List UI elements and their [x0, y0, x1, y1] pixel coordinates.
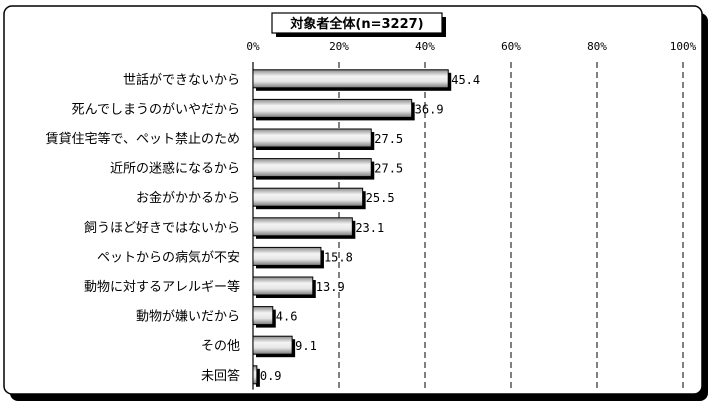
category-label: 飼うほど好きではないから: [84, 221, 240, 236]
category-label: ペットからの病気が不安: [97, 249, 240, 265]
data-label: 27.5: [374, 132, 403, 146]
x-tick-label: 60%: [501, 40, 521, 53]
data-label: 23.1: [355, 221, 384, 235]
data-label: 4.6: [276, 310, 298, 324]
category-label: 賃貸住宅等で、ペット禁止のため: [46, 131, 240, 147]
bar: [252, 158, 372, 178]
category-label: お金がかかるから: [136, 190, 240, 206]
bar: [252, 217, 353, 237]
category-label: 死んでしまうのがいやだから: [72, 102, 240, 117]
category-label: 近所の迷惑になるから: [110, 161, 240, 177]
bar: [252, 306, 274, 326]
category-label: その他: [201, 339, 240, 354]
bar: [252, 69, 449, 89]
data-label: 45.4: [451, 73, 480, 87]
x-tick-label: 0%: [246, 40, 260, 53]
bar: [252, 335, 293, 355]
category-label: 動物に対するアレルギー等: [84, 279, 240, 295]
data-label: 13.9: [316, 280, 345, 294]
bar: [252, 246, 322, 266]
x-tick-label: 20%: [329, 40, 349, 53]
title-box: [271, 12, 443, 34]
bar: [252, 187, 364, 207]
data-label: 9.1: [295, 339, 317, 353]
bar: [252, 365, 258, 385]
x-tick-label: 80%: [587, 40, 607, 53]
bar-shadow: [256, 368, 260, 387]
category-label: 未回答: [201, 368, 240, 384]
bar: [252, 98, 413, 118]
data-label: 36.9: [415, 102, 444, 116]
bar: [252, 128, 372, 148]
data-label: 0.9: [260, 369, 282, 383]
x-tick-label: 100%: [670, 40, 697, 53]
chart-title: 対象者全体(n=3227): [289, 16, 423, 32]
category-label: 世話ができないから: [123, 72, 240, 88]
plot-area: 0% 20% 40% 60% 80% 100% 世話ができないから 45.4 死んでしまうのがい…: [46, 40, 697, 390]
category-label: 動物が嫌いだから: [136, 310, 240, 325]
x-tick-label: 40%: [415, 40, 435, 53]
data-label: 15.8: [324, 250, 353, 264]
data-label: 25.5: [366, 191, 395, 205]
bar: [252, 276, 314, 296]
data-label: 27.5: [374, 162, 403, 176]
